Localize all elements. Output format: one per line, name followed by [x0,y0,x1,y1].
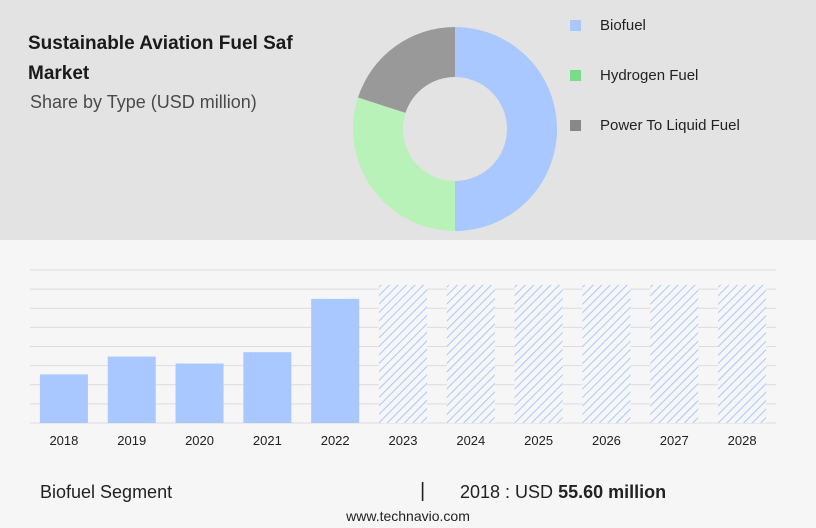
bar-chart: 2018 2019 2020 2021 2022 2023 2024 2025 2026 2027… [30,269,776,448]
x-tick-label: 2025 [524,433,553,448]
legend-item: Hydrogen Fuel [570,60,810,90]
bar-2027 [650,284,699,423]
x-tick-label: 2028 [728,433,757,448]
legend-swatch [570,119,581,131]
website-link[interactable]: www.technavio.com [346,508,470,524]
x-tick-label: 2021 [253,433,282,448]
footer-divider: | [420,480,426,502]
donut-slice-power-to-liquid-fuel [357,27,455,113]
x-tick-label: 2020 [185,433,214,448]
x-tick-label: 2027 [660,433,689,448]
x-tick-label: 2019 [117,433,146,448]
bar-2021 [243,352,292,423]
legend-label: Biofuel [600,16,646,34]
x-tick-label: 2023 [389,433,418,448]
chart-title: Sustainable Aviation Fuel Saf Market [28,33,293,84]
x-tick-label: 2022 [321,433,350,448]
bar-2019 [107,356,156,423]
bar-2022 [311,298,360,423]
donut-chart [353,27,557,231]
donut-slice-hydrogen-fuel [353,97,455,231]
x-tick-label: 2024 [456,433,485,448]
donut-slice-biofuel [455,27,557,231]
legend-item: Power To Liquid Fuel [570,110,810,140]
legend-swatch [570,69,581,81]
legend-label: Hydrogen Fuel [600,66,699,84]
x-tick-label: 2018 [49,433,78,448]
footer-value-amount: 55.60 million [558,482,667,502]
footer-value: 2018 : USD 55.60 million [460,482,666,503]
chart-subtitle: Share by Type (USD million) [30,92,257,112]
bar-2028 [718,284,767,423]
bar-2025 [514,284,563,423]
footer-year-label: 2018 : USD [460,482,554,502]
bar-2023 [379,284,427,423]
bar-2024 [446,284,495,423]
legend-swatch [570,19,581,31]
legend-item: Biofuel [570,10,810,40]
footer-segment-label: Biofuel Segment [40,482,173,502]
bar-2018 [39,374,88,423]
bar-2026 [582,284,631,423]
x-tick-label: 2026 [592,433,621,448]
legend-label: Power To Liquid Fuel [600,116,740,134]
bar-2020 [175,363,224,423]
